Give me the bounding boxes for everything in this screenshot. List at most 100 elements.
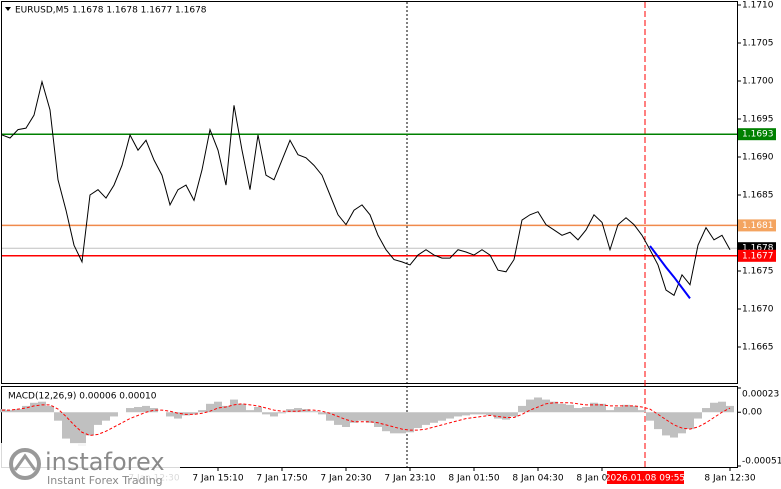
- histogram-bar: [294, 408, 302, 413]
- header-marker: [5, 7, 11, 11]
- histogram-bar: [438, 412, 446, 421]
- histogram-bar: [526, 399, 534, 413]
- histogram-bar: [14, 409, 22, 413]
- histogram-bar: [710, 402, 718, 413]
- histogram-bar: [366, 412, 374, 423]
- level-label-bg: [738, 128, 776, 141]
- histogram-bar: [38, 401, 46, 413]
- histogram-bar: [694, 412, 702, 419]
- level-label: 1.1693: [742, 130, 774, 140]
- y-tick-label: 1.1700: [742, 77, 774, 87]
- histogram-bar: [126, 408, 134, 413]
- histogram-bar: [238, 403, 246, 413]
- y-tick-label: 1.1670: [742, 305, 774, 315]
- level-label: 1.1678: [742, 244, 774, 254]
- histogram-bar: [0, 409, 6, 413]
- histogram-bar: [470, 412, 478, 415]
- histogram-bar: [566, 404, 574, 413]
- histogram-bar: [574, 408, 582, 413]
- x-tick-label: 8 Jan 07:10: [576, 474, 628, 484]
- y-tick-label: 1.1685: [742, 191, 774, 201]
- histogram-bar: [430, 412, 438, 423]
- x-tick-label: 7 Jan 17:50: [256, 474, 308, 484]
- histogram-bar: [542, 399, 550, 413]
- histogram-bar: [670, 412, 678, 438]
- x-tick-label: 8 Jan 12:30: [704, 474, 756, 484]
- histogram-bar: [534, 397, 542, 413]
- histogram-bar: [510, 412, 518, 417]
- histogram-bar: [454, 412, 462, 417]
- y-tick-label: 1.1690: [742, 153, 774, 163]
- histogram-bar: [318, 412, 326, 415]
- histogram-bar: [326, 412, 334, 421]
- y-tick-label: 0.00023: [742, 390, 779, 400]
- histogram-bar: [22, 405, 30, 413]
- histogram-bar: [254, 406, 262, 413]
- histogram-bar: [206, 403, 214, 413]
- y-tick-label: -0.00051: [742, 457, 781, 467]
- histogram-bar: [686, 412, 694, 430]
- histogram-bar: [518, 405, 526, 413]
- level-label-bg: [738, 249, 776, 262]
- histogram-bar: [182, 412, 190, 416]
- logo-name: instaforex: [45, 448, 165, 476]
- crosshair-label: 2026.01.08 09:55: [605, 474, 685, 484]
- histogram-bar: [494, 412, 502, 419]
- x-tick-label: 7 Jan 23:10: [384, 474, 436, 484]
- histogram-bar: [678, 412, 686, 434]
- histogram-bar: [246, 410, 254, 413]
- histogram-bar: [278, 412, 286, 414]
- histogram-bar: [550, 401, 558, 413]
- trend-line: [649, 245, 691, 299]
- logo-icon-mark: [13, 453, 37, 471]
- histogram-bar: [70, 412, 78, 444]
- histogram-bar: [6, 410, 14, 413]
- level-label-bg: [738, 219, 776, 232]
- x-tick-label: 7 Jan 20:30: [320, 474, 372, 484]
- histogram-bar: [486, 412, 494, 416]
- histogram-bar: [142, 405, 150, 413]
- histogram-bar: [286, 409, 294, 413]
- histogram-bar: [198, 410, 206, 413]
- level-label: 1.1681: [742, 221, 774, 231]
- signal-line: [2, 402, 731, 436]
- y-tick-label: 1.1695: [742, 115, 774, 125]
- histogram-bar: [134, 406, 142, 413]
- y-tick-label: 1.1705: [742, 39, 774, 49]
- histogram-bar: [398, 412, 406, 434]
- histogram-bar: [214, 401, 222, 413]
- histogram-bar: [718, 401, 726, 413]
- histogram-bar: [350, 412, 358, 423]
- histogram-bar: [110, 412, 118, 417]
- histogram-bar: [422, 412, 430, 425]
- histogram-bar: [230, 399, 238, 413]
- histogram-bar: [702, 408, 710, 413]
- crosshair-label-bg: [607, 471, 684, 484]
- x-tick-label: 8 Jan 01:50: [448, 474, 500, 484]
- histogram-bar: [310, 411, 318, 413]
- y-tick-label: 1.1665: [742, 343, 774, 353]
- histogram-bar: [30, 402, 38, 413]
- histogram-bar: [598, 403, 606, 413]
- y-tick-label: 1.1710: [742, 1, 774, 11]
- histogram-bar: [606, 410, 614, 413]
- macd-panel: [1, 386, 738, 468]
- x-tick-label: 7 Jan 15:10: [192, 474, 244, 484]
- level-label: 1.1677: [742, 251, 774, 261]
- histogram-bar: [646, 412, 654, 421]
- histogram-bar: [94, 412, 102, 425]
- histogram-bar: [78, 412, 86, 446]
- y-tick-label: 1.1675: [742, 267, 774, 277]
- logo-tagline: Instant Forex Trading: [47, 474, 163, 487]
- histogram-bar: [614, 406, 622, 413]
- histogram-bar: [382, 412, 390, 432]
- histogram-bar: [54, 412, 62, 421]
- histogram-bar: [390, 412, 398, 434]
- histogram-bar: [222, 405, 230, 413]
- chart-title: EURUSD,M5 1.1678 1.1678 1.1677 1.1678: [15, 6, 207, 16]
- histogram-bar: [630, 405, 638, 413]
- histogram-bar: [558, 403, 566, 413]
- histogram-bar: [414, 412, 422, 429]
